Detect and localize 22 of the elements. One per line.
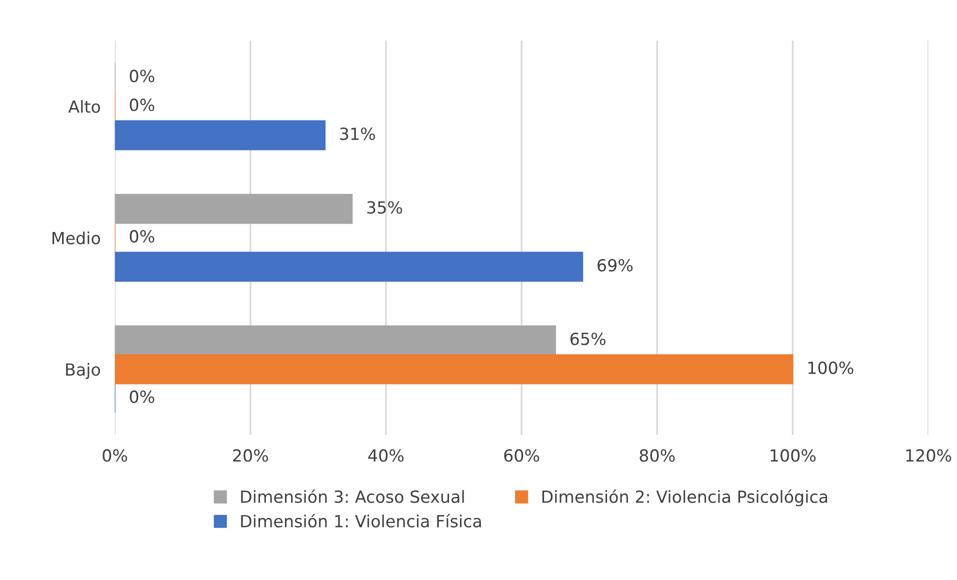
y-tick-label: Alto xyxy=(68,100,100,113)
data-label: 0% xyxy=(130,98,154,112)
data-label: 31% xyxy=(340,127,375,140)
legend-label: Dimensión 2: Violencia Psicológica xyxy=(542,489,828,506)
x-tick-label: 60% xyxy=(504,449,540,462)
x-tick-label: 100% xyxy=(770,449,816,462)
data-label: 100% xyxy=(808,361,854,374)
x-tick-label: 20% xyxy=(233,449,268,462)
x-tick-label: 0% xyxy=(102,449,128,462)
data-label: 65% xyxy=(570,332,606,346)
x-tick-label: 120% xyxy=(906,449,952,462)
legend-label: Dimensión 1: Violencia Física xyxy=(241,514,481,528)
data-label: 0% xyxy=(130,390,154,404)
data-label: 35% xyxy=(367,201,402,214)
y-tick-label: Bajo xyxy=(66,362,100,380)
y-tick-label: Medio xyxy=(52,231,100,244)
legend-label: Dimensión 3: Acoso Sexual xyxy=(241,489,464,504)
data-label: 69% xyxy=(598,258,633,272)
x-tick-label: 80% xyxy=(640,449,675,462)
data-label: 0% xyxy=(130,230,154,243)
data-label: 0% xyxy=(130,70,154,82)
x-tick-label: 40% xyxy=(368,449,404,462)
